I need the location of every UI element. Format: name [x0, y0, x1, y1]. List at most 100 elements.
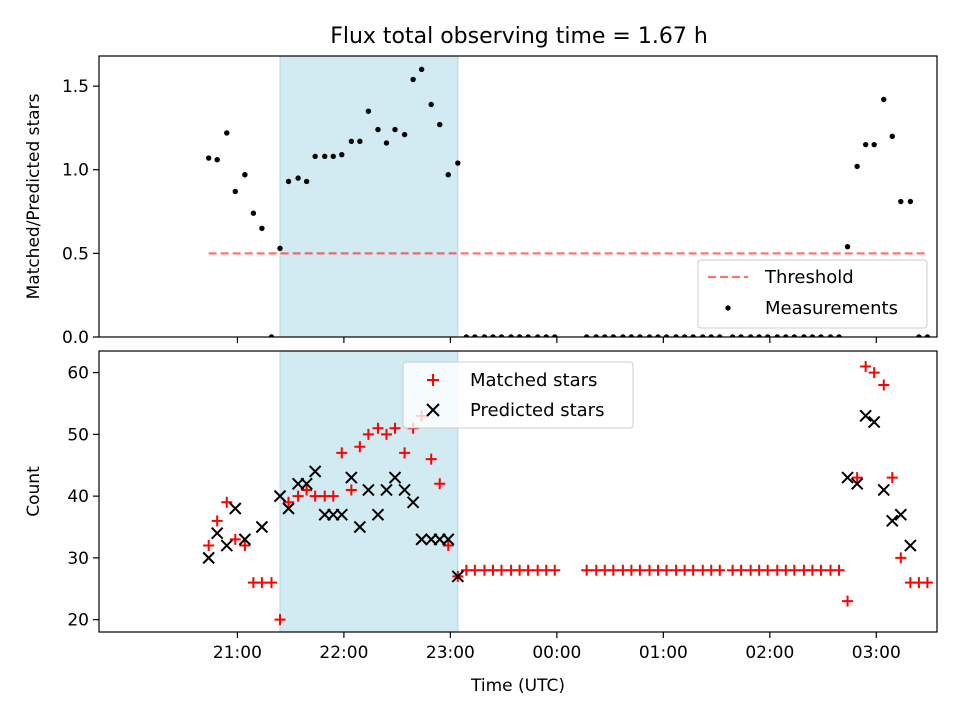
matched-star-point: [354, 441, 366, 453]
measurement-point: [383, 140, 390, 146]
matched-star-point: [661, 564, 673, 576]
predicted-star-point: [282, 502, 295, 515]
x-tick-label: 03:00: [852, 643, 901, 663]
legend-box: [402, 361, 634, 429]
measurement-point: [285, 178, 292, 185]
legend-matched-swatch: [427, 374, 439, 386]
axes-frame: [98, 55, 938, 338]
measurement-point: [809, 334, 816, 337]
measurement-point: [428, 101, 434, 108]
predicted-star-point: [255, 520, 269, 534]
matched-star-point: [895, 552, 907, 564]
measurement-point: [322, 153, 328, 160]
measurement-point: [836, 334, 842, 337]
matched-star-point: [788, 564, 800, 576]
measurement-point: [375, 126, 381, 133]
series-matched-stars: [203, 360, 933, 626]
legend-label: Predicted stars: [470, 400, 604, 421]
measurement-point: [620, 334, 626, 337]
x-tick-label: 22:00: [319, 643, 368, 663]
predicted-star-point: [398, 483, 411, 497]
x-tick-label: 00:00: [532, 643, 581, 663]
matched-star-point: [362, 428, 374, 440]
x-axis-label: Time (UTC): [470, 676, 565, 696]
measurement-point: [907, 198, 914, 205]
predicted-star-point: [850, 477, 864, 490]
matched-star-point: [211, 515, 223, 527]
matched-star-point: [851, 472, 863, 484]
measurement-point: [330, 153, 336, 160]
measurement-point: [472, 334, 478, 337]
matched-star-point: [442, 540, 454, 552]
measurement-point: [827, 334, 834, 337]
matched-star-point: [469, 564, 481, 576]
matched-star-point: [714, 564, 726, 576]
matched-star-point: [634, 564, 646, 576]
measurement-point: [534, 334, 541, 337]
measurement-point: [552, 334, 558, 337]
matched-star-point: [522, 564, 534, 576]
measurement-point: [791, 334, 798, 337]
measurement-point: [543, 334, 549, 337]
legend: Threshold Measurements: [697, 259, 928, 329]
measurement-point: [268, 334, 275, 337]
measurement-point: [242, 172, 248, 178]
y-tick-label: 20: [67, 611, 89, 631]
predicted-star-point: [451, 570, 465, 583]
y-tick-label: 0.5: [62, 244, 89, 264]
plot-area: [202, 360, 933, 626]
measurement-point: [508, 334, 514, 337]
matched-star-point: [283, 496, 295, 508]
measurement-point: [445, 172, 451, 178]
y-tick-label: 1.5: [62, 77, 89, 97]
matched-star-point: [434, 478, 446, 490]
measurement-point: [365, 108, 372, 114]
y-tick-label: 60: [67, 364, 89, 384]
matched-star-point: [221, 496, 233, 508]
predicted-star-point: [362, 483, 375, 497]
matched-star-point: [389, 422, 401, 434]
predicted-star-point: [388, 471, 402, 484]
predicted-star-point: [867, 415, 881, 429]
matched-star-point: [327, 490, 339, 502]
y-tick-label: 50: [67, 425, 89, 445]
matched-star-point: [815, 564, 827, 576]
measurement-point: [655, 334, 661, 337]
matched-star-point: [265, 577, 277, 589]
measurement-point: [818, 334, 824, 337]
matched-star-point: [687, 564, 699, 576]
matched-star-point: [274, 614, 286, 626]
measurement-point: [700, 334, 706, 337]
legend: Matched stars Predicted stars: [402, 361, 634, 429]
matched-star-point: [495, 564, 507, 576]
matched-star-point: [336, 447, 348, 459]
y-axis-label: Count: [24, 466, 44, 517]
matched-star-point: [301, 484, 313, 496]
measurement-point: [348, 138, 355, 145]
measurement-point: [583, 334, 590, 337]
measurement-point: [277, 245, 283, 252]
measurement-point: [854, 163, 860, 170]
predicted-star-point: [202, 551, 215, 565]
measurement-point: [898, 198, 904, 205]
predicted-star-point: [345, 471, 358, 484]
measurement-point: [628, 334, 635, 337]
matched-star-point: [399, 447, 411, 459]
measurement-point: [717, 334, 723, 337]
measurement-point: [205, 155, 212, 161]
measurement-point: [916, 334, 922, 337]
predicted-star-point: [894, 508, 908, 521]
measurement-point: [783, 334, 789, 337]
measurement-point: [663, 334, 670, 337]
y-tick-label: 30: [67, 549, 89, 569]
measurement-point: [756, 334, 762, 337]
measurement-point: [729, 334, 736, 337]
measurement-point: [224, 130, 230, 136]
measurement-point: [339, 151, 345, 158]
predicted-star-point: [415, 533, 428, 546]
shaded-interval: [279, 55, 459, 338]
chart-title: Flux total observing time = 1.67 h: [330, 24, 708, 49]
matched-star-point: [581, 564, 593, 576]
predicted-star-point: [371, 508, 385, 521]
y-tick-label: 40: [67, 487, 89, 507]
